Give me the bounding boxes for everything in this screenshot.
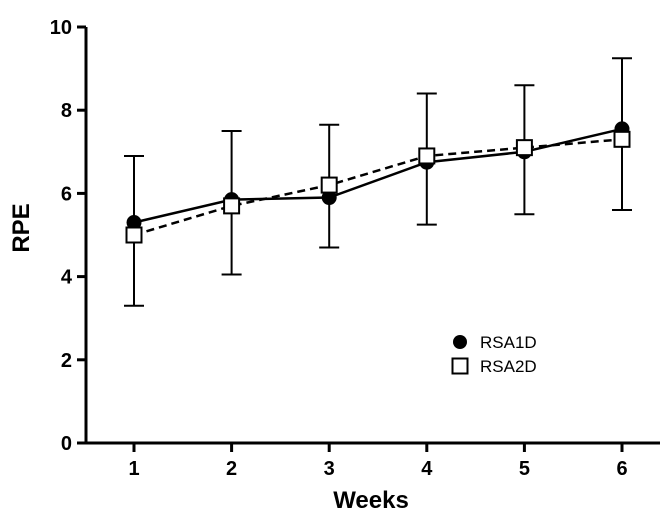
x-tick-label: 3	[324, 458, 335, 480]
y-tick-label: 0	[61, 433, 72, 455]
x-tick-label: 5	[519, 458, 530, 480]
x-tick-label: 6	[616, 458, 627, 480]
x-tick-label: 1	[128, 458, 139, 480]
data-point-rsa2d	[320, 176, 338, 194]
axes	[84, 27, 660, 445]
legend-marker-rsa1d	[453, 335, 467, 349]
data-point-rsa2d	[515, 139, 533, 157]
series-line-rsa1d	[133, 127, 623, 224]
x-tick-label: 4	[421, 458, 433, 480]
x-tick-label: 2	[226, 458, 237, 480]
series-markers	[125, 121, 631, 244]
y-tick-label: 2	[61, 350, 72, 372]
data-point-rsa2d	[613, 130, 631, 148]
y-axis-title: RPE	[8, 203, 35, 252]
data-point-rsa2d	[125, 226, 143, 244]
legend: RSA1D RSA2D	[451, 333, 537, 376]
data-point-rsa2d	[223, 197, 241, 215]
series-lines	[133, 127, 623, 237]
legend-marker-rsa2d	[451, 357, 469, 375]
error-bars	[124, 57, 632, 307]
legend-label-rsa2d: RSA2D	[480, 357, 537, 376]
legend-label-rsa1d: RSA1D	[480, 333, 537, 352]
y-tick-label: 4	[61, 267, 73, 289]
series-line-rsa2d	[133, 138, 623, 237]
y-tick-label: 8	[61, 100, 72, 122]
y-tick-label: 6	[61, 183, 72, 205]
y-ticks: 0 2 4 6 8 10	[50, 17, 86, 455]
y-tick-label: 10	[50, 17, 72, 39]
x-axis-title: Weeks	[333, 487, 409, 514]
x-ticks: 1 2 3 4 5 6	[128, 443, 628, 480]
data-point-rsa2d	[418, 147, 436, 165]
